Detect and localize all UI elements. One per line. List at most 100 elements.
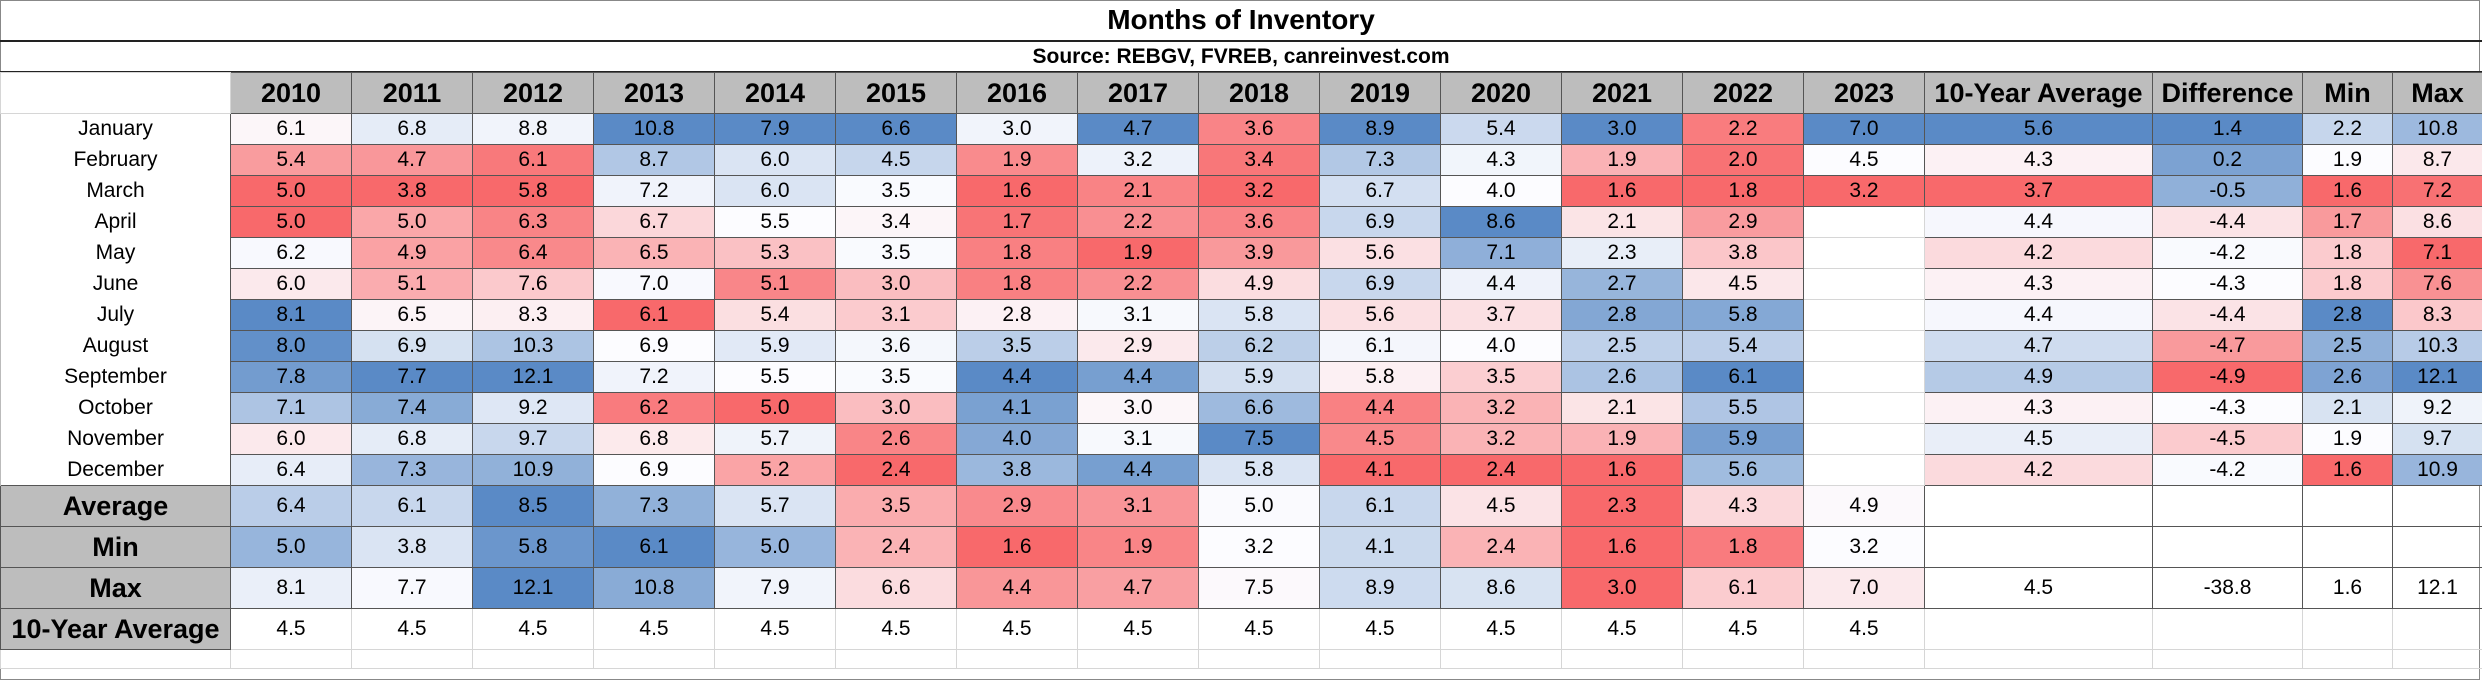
column-header-2013: 2013 bbox=[593, 72, 715, 114]
data-cell: 6.2 bbox=[593, 392, 715, 424]
empty-cell bbox=[2152, 649, 2303, 669]
data-cell: 7.1 bbox=[230, 392, 352, 424]
summary-cell: 4.3 bbox=[1682, 485, 1804, 527]
data-cell: 2.6 bbox=[1561, 361, 1683, 393]
data-cell: 8.8 bbox=[472, 113, 594, 145]
summary-cell: 7.5 bbox=[1198, 567, 1320, 609]
data-cell: 8.3 bbox=[472, 299, 594, 331]
data-cell: 6.9 bbox=[1319, 206, 1441, 238]
data-cell: 3.5 bbox=[956, 330, 1078, 362]
row-label-november: November bbox=[0, 423, 231, 455]
data-cell: 5.6 bbox=[1319, 237, 1441, 269]
column-header-2022: 2022 bbox=[1682, 72, 1804, 114]
summary-cell: 3.2 bbox=[1803, 526, 1925, 568]
data-cell: 5.6 bbox=[1319, 299, 1441, 331]
summary-cell: 4.4 bbox=[956, 567, 1078, 609]
summary-cell: 1.6 bbox=[956, 526, 1078, 568]
data-cell: 3.0 bbox=[835, 392, 957, 424]
data-cell: 4.4 bbox=[1924, 299, 2153, 331]
data-cell: 12.1 bbox=[472, 361, 594, 393]
summary-cell: 4.5 bbox=[1198, 608, 1320, 650]
data-cell: 7.2 bbox=[2392, 175, 2482, 207]
empty-cell bbox=[835, 649, 957, 669]
data-cell: 4.0 bbox=[1440, 330, 1562, 362]
row-label-september: September bbox=[0, 361, 231, 393]
data-cell: 4.5 bbox=[1682, 268, 1804, 300]
data-cell: 7.1 bbox=[1440, 237, 1562, 269]
column-header-2018: 2018 bbox=[1198, 72, 1320, 114]
data-cell: 4.4 bbox=[1319, 392, 1441, 424]
data-cell: 5.8 bbox=[1682, 299, 1804, 331]
empty-cell bbox=[2392, 608, 2482, 650]
chart-title: Months of Inventory bbox=[1107, 4, 1375, 35]
data-cell: 8.0 bbox=[230, 330, 352, 362]
data-cell: 7.3 bbox=[351, 454, 473, 486]
data-cell: 4.9 bbox=[1198, 268, 1320, 300]
summary-cell: 3.0 bbox=[1561, 567, 1683, 609]
summary-cell: 1.8 bbox=[1682, 526, 1804, 568]
data-cell: 7.0 bbox=[593, 268, 715, 300]
data-cell: 4.7 bbox=[1077, 113, 1199, 145]
data-cell: 2.4 bbox=[1440, 454, 1562, 486]
data-cell: 3.5 bbox=[1440, 361, 1562, 393]
empty-cell bbox=[230, 649, 352, 669]
summary-cell: 4.5 bbox=[956, 608, 1078, 650]
data-cell: 4.3 bbox=[1924, 392, 2153, 424]
data-cell: 4.4 bbox=[1077, 361, 1199, 393]
column-header-2019: 2019 bbox=[1319, 72, 1441, 114]
data-cell: 7.8 bbox=[230, 361, 352, 393]
data-cell: 2.1 bbox=[1561, 206, 1683, 238]
data-cell: 5.1 bbox=[714, 268, 836, 300]
data-cell: 8.7 bbox=[593, 144, 715, 176]
data-cell: 1.8 bbox=[956, 268, 1078, 300]
row-label-december: December bbox=[0, 454, 231, 486]
data-cell: 7.3 bbox=[1319, 144, 1441, 176]
empty-cell bbox=[0, 649, 231, 669]
data-cell: 7.9 bbox=[714, 113, 836, 145]
summary-cell: 4.5 bbox=[593, 608, 715, 650]
column-header-2012: 2012 bbox=[472, 72, 594, 114]
summary-cell: 3.2 bbox=[1198, 526, 1320, 568]
data-cell: 1.8 bbox=[1682, 175, 1804, 207]
data-cell: 4.3 bbox=[1924, 144, 2153, 176]
data-cell: 4.3 bbox=[1440, 144, 1562, 176]
empty-cell bbox=[1803, 206, 1925, 238]
summary-cell: 8.9 bbox=[1319, 567, 1441, 609]
data-cell: 1.4 bbox=[2152, 113, 2303, 145]
column-header-min: Min bbox=[2302, 72, 2393, 114]
data-cell: 1.9 bbox=[956, 144, 1078, 176]
data-cell: 2.7 bbox=[1561, 268, 1683, 300]
data-cell: 2.8 bbox=[2302, 299, 2393, 331]
data-cell: 2.8 bbox=[956, 299, 1078, 331]
summary-cell: 12.1 bbox=[472, 567, 594, 609]
summary-cell: 5.8 bbox=[472, 526, 594, 568]
summary-cell: 3.8 bbox=[351, 526, 473, 568]
data-cell: 5.2 bbox=[714, 454, 836, 486]
data-cell: 3.0 bbox=[1077, 392, 1199, 424]
empty-cell bbox=[956, 649, 1078, 669]
data-cell: 4.4 bbox=[1440, 268, 1562, 300]
data-cell: 3.7 bbox=[1924, 175, 2153, 207]
data-cell: -4.4 bbox=[2152, 206, 2303, 238]
data-cell: -4.7 bbox=[2152, 330, 2303, 362]
empty-cell bbox=[2392, 526, 2482, 568]
data-cell: 2.0 bbox=[1682, 144, 1804, 176]
column-header-2020: 2020 bbox=[1440, 72, 1562, 114]
data-cell: 6.7 bbox=[1319, 175, 1441, 207]
column-header-2015: 2015 bbox=[835, 72, 957, 114]
data-cell: 3.4 bbox=[1198, 144, 1320, 176]
data-cell: 1.9 bbox=[2302, 423, 2393, 455]
table-row: March 5.0 3.8 5.8 7.2 6.0 3.5 1.6 2.1 3.2 6.7 4.0 1.… bbox=[0, 175, 2482, 207]
empty-cell bbox=[714, 649, 836, 669]
data-cell: 5.4 bbox=[1440, 113, 1562, 145]
data-cell: 3.6 bbox=[835, 330, 957, 362]
summary-cell: 2.9 bbox=[956, 485, 1078, 527]
data-cell: 6.0 bbox=[230, 423, 352, 455]
empty-cell bbox=[1198, 649, 1320, 669]
data-cell: 5.7 bbox=[714, 423, 836, 455]
data-cell: 6.8 bbox=[593, 423, 715, 455]
data-cell: 5.5 bbox=[714, 361, 836, 393]
data-cell: 10.8 bbox=[2392, 113, 2482, 145]
data-cell: 5.0 bbox=[351, 206, 473, 238]
data-cell: -4.2 bbox=[2152, 237, 2303, 269]
